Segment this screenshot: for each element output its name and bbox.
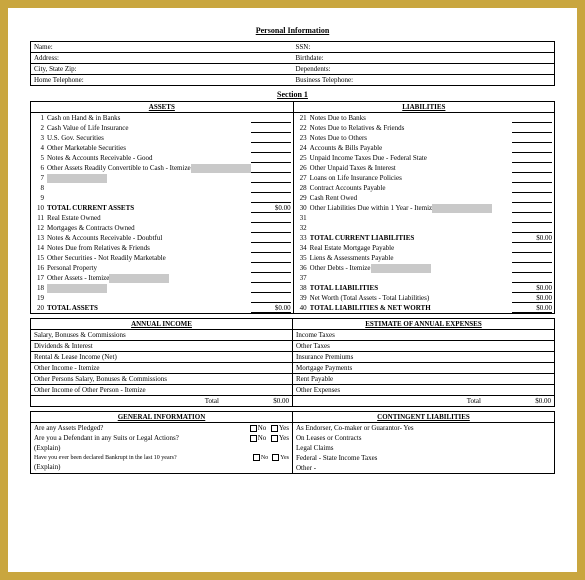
ledger-row: 31 <box>294 213 554 223</box>
income-row: Other Income - Itemize <box>31 363 292 374</box>
ledger-row: 23Notes Due to Others <box>294 133 554 143</box>
ledger-row: 22Notes Due to Relatives & Friends <box>294 123 554 133</box>
ledger-row: 30Other Liabilities Due within 1 Year - … <box>294 203 554 213</box>
pi-birthdate: Birthdate: <box>296 54 324 62</box>
ledger-row: 25Unpaid Income Taxes Due - Federal Stat… <box>294 153 554 163</box>
checkbox-icon[interactable] <box>271 425 278 432</box>
contingent-row: As Endorser, Co-maker or Guarantor- Yes <box>293 423 554 433</box>
contingent-row: Other - <box>293 463 554 473</box>
checkbox-icon[interactable] <box>271 435 278 442</box>
expenses-total-label: Total <box>296 397 501 405</box>
gi-q5: (Explain) <box>34 463 60 471</box>
expenses-header: ESTIMATE OF ANNUAL EXPENSES <box>293 319 554 330</box>
liabilities-column: LIABILITIES 21Notes Due to Banks22Notes … <box>294 102 554 313</box>
income-row: Insurance Premiums <box>293 352 554 363</box>
ledger-row: 4Other Marketable Securities <box>31 143 293 153</box>
ledger-row: 18 <box>31 283 293 293</box>
assets-column: ASSETS 1Cash on Hand & in Banks2Cash Val… <box>31 102 294 313</box>
ledger-row: 39Net Worth (Total Assets - Total Liabil… <box>294 293 554 303</box>
page: Personal Information Name: SSN: Address:… <box>8 8 577 572</box>
checkbox-icon[interactable] <box>253 454 260 461</box>
ledger-row: 29Cash Rent Owed <box>294 193 554 203</box>
ledger-row: 3U.S. Gov. Securities <box>31 133 293 143</box>
ledger-row: 36Other Debts - Itemize <box>294 263 554 273</box>
assets-header: ASSETS <box>31 102 293 113</box>
ledger-row: 6Other Assets Readily Convertible to Cas… <box>31 163 293 173</box>
ledger-row: 9 <box>31 193 293 203</box>
ledger-row: 17Other Assets - Itemize <box>31 273 293 283</box>
income-row: Rent Payable <box>293 374 554 385</box>
contingent-row: Legal Claims <box>293 443 554 453</box>
contingent-row: On Leases or Contracts <box>293 433 554 443</box>
ledger-row: 24Accounts & Bills Payable <box>294 143 554 153</box>
income-row: Rental & Lease Income (Net) <box>31 352 292 363</box>
ledger-row: 13Notes & Accounts Receivable - Doubtful <box>31 233 293 243</box>
gi-q4: Have you ever been declared Bankrupt in … <box>34 455 252 461</box>
ledger-row: 26Other Unpaid Taxes & Interest <box>294 163 554 173</box>
liabilities-header: LIABILITIES <box>294 102 554 113</box>
ledger-row: 33TOTAL CURRENT LIABILITIES$0.00 <box>294 233 554 243</box>
ledger-row: 20TOTAL ASSETS$0.00 <box>31 303 293 313</box>
ledger-row: 14Notes Due from Relatives & Friends <box>31 243 293 253</box>
general-column: GENERAL INFORMATION Are any Assets Pledg… <box>31 412 293 473</box>
pi-ssn: SSN: <box>296 43 311 51</box>
ledger-row: 5Notes & Accounts Receivable - Good <box>31 153 293 163</box>
ledger-row: 35Liens & Assessments Payable <box>294 253 554 263</box>
expenses-column: ESTIMATE OF ANNUAL EXPENSES Income Taxes… <box>293 319 554 406</box>
income-total-amt: $0.00 <box>239 397 289 405</box>
income-row: Other Expenses <box>293 385 554 396</box>
contingent-column: CONTINGENT LIABILITIES As Endorser, Co-m… <box>293 412 554 473</box>
income-row: Salary, Bonuses & Commissions <box>31 330 292 341</box>
gi-q3: (Explain) <box>34 444 60 452</box>
ledger-row: 8 <box>31 183 293 193</box>
ledger-row: 1Cash on Hand & in Banks <box>31 113 293 123</box>
general-header: GENERAL INFORMATION <box>31 412 292 423</box>
income-total-label: Total <box>34 397 239 405</box>
income-column: ANNUAL INCOME Salary, Bonuses & Commissi… <box>31 319 293 406</box>
ledger-row: 15Other Securities - Not Readily Marketa… <box>31 253 293 263</box>
income-row: Income Taxes <box>293 330 554 341</box>
ledger-row: 32 <box>294 223 554 233</box>
pi-dependents: Dependents: <box>296 65 331 73</box>
expenses-total-amt: $0.00 <box>501 397 551 405</box>
assets-liabilities-box: ASSETS 1Cash on Hand & in Banks2Cash Val… <box>30 101 555 314</box>
page-title: Personal Information <box>30 26 555 35</box>
pi-home-tel: Home Telephone: <box>34 76 84 84</box>
ledger-row: 28Contract Accounts Payable <box>294 183 554 193</box>
income-row: Other Persons Salary, Bonuses & Commissi… <box>31 374 292 385</box>
ledger-row: 27Loans on Life Insurance Policies <box>294 173 554 183</box>
section-1-header: Section 1 <box>30 90 555 99</box>
income-row: Other Income of Other Person - Itemize <box>31 385 292 396</box>
pi-bus-tel: Business Telephone: <box>296 76 354 84</box>
ledger-row: 40TOTAL LIABILITIES & NET WORTH$0.00 <box>294 303 554 313</box>
income-row: Dividends & Interest <box>31 341 292 352</box>
ledger-row: 7 <box>31 173 293 183</box>
income-header: ANNUAL INCOME <box>31 319 292 330</box>
ledger-row: 19 <box>31 293 293 303</box>
checkbox-icon[interactable] <box>250 435 257 442</box>
contingent-row: Federal - State Income Taxes <box>293 453 554 463</box>
ledger-row: 11Real Estate Owned <box>31 213 293 223</box>
ledger-row: 2Cash Value of Life Insurance <box>31 123 293 133</box>
income-row: Mortgage Payments <box>293 363 554 374</box>
income-expenses-box: ANNUAL INCOME Salary, Bonuses & Commissi… <box>30 318 555 407</box>
ledger-row: 38TOTAL LIABILITIES$0.00 <box>294 283 554 293</box>
ledger-row: 34Real Estate Mortgage Payable <box>294 243 554 253</box>
ledger-row: 10TOTAL CURRENT ASSETS$0.00 <box>31 203 293 213</box>
ledger-row: 37 <box>294 273 554 283</box>
checkbox-icon[interactable] <box>272 454 279 461</box>
pi-city: City, State Zip: <box>34 65 77 73</box>
contingent-header: CONTINGENT LIABILITIES <box>293 412 554 423</box>
gi-q1: Are any Assets Pledged? <box>34 424 249 432</box>
gi-q2: Are you a Defendant in any Suits or Lega… <box>34 434 249 442</box>
pi-name: Name: <box>34 43 53 51</box>
income-row: Other Taxes <box>293 341 554 352</box>
general-contingent-box: GENERAL INFORMATION Are any Assets Pledg… <box>30 411 555 474</box>
ledger-row: 16Personal Property <box>31 263 293 273</box>
checkbox-icon[interactable] <box>250 425 257 432</box>
ledger-row: 21Notes Due to Banks <box>294 113 554 123</box>
ledger-row: 12Mortgages & Contracts Owned <box>31 223 293 233</box>
pi-address: Address: <box>34 54 59 62</box>
personal-info-box: Name: SSN: Address: Birthdate: City, Sta… <box>30 41 555 86</box>
